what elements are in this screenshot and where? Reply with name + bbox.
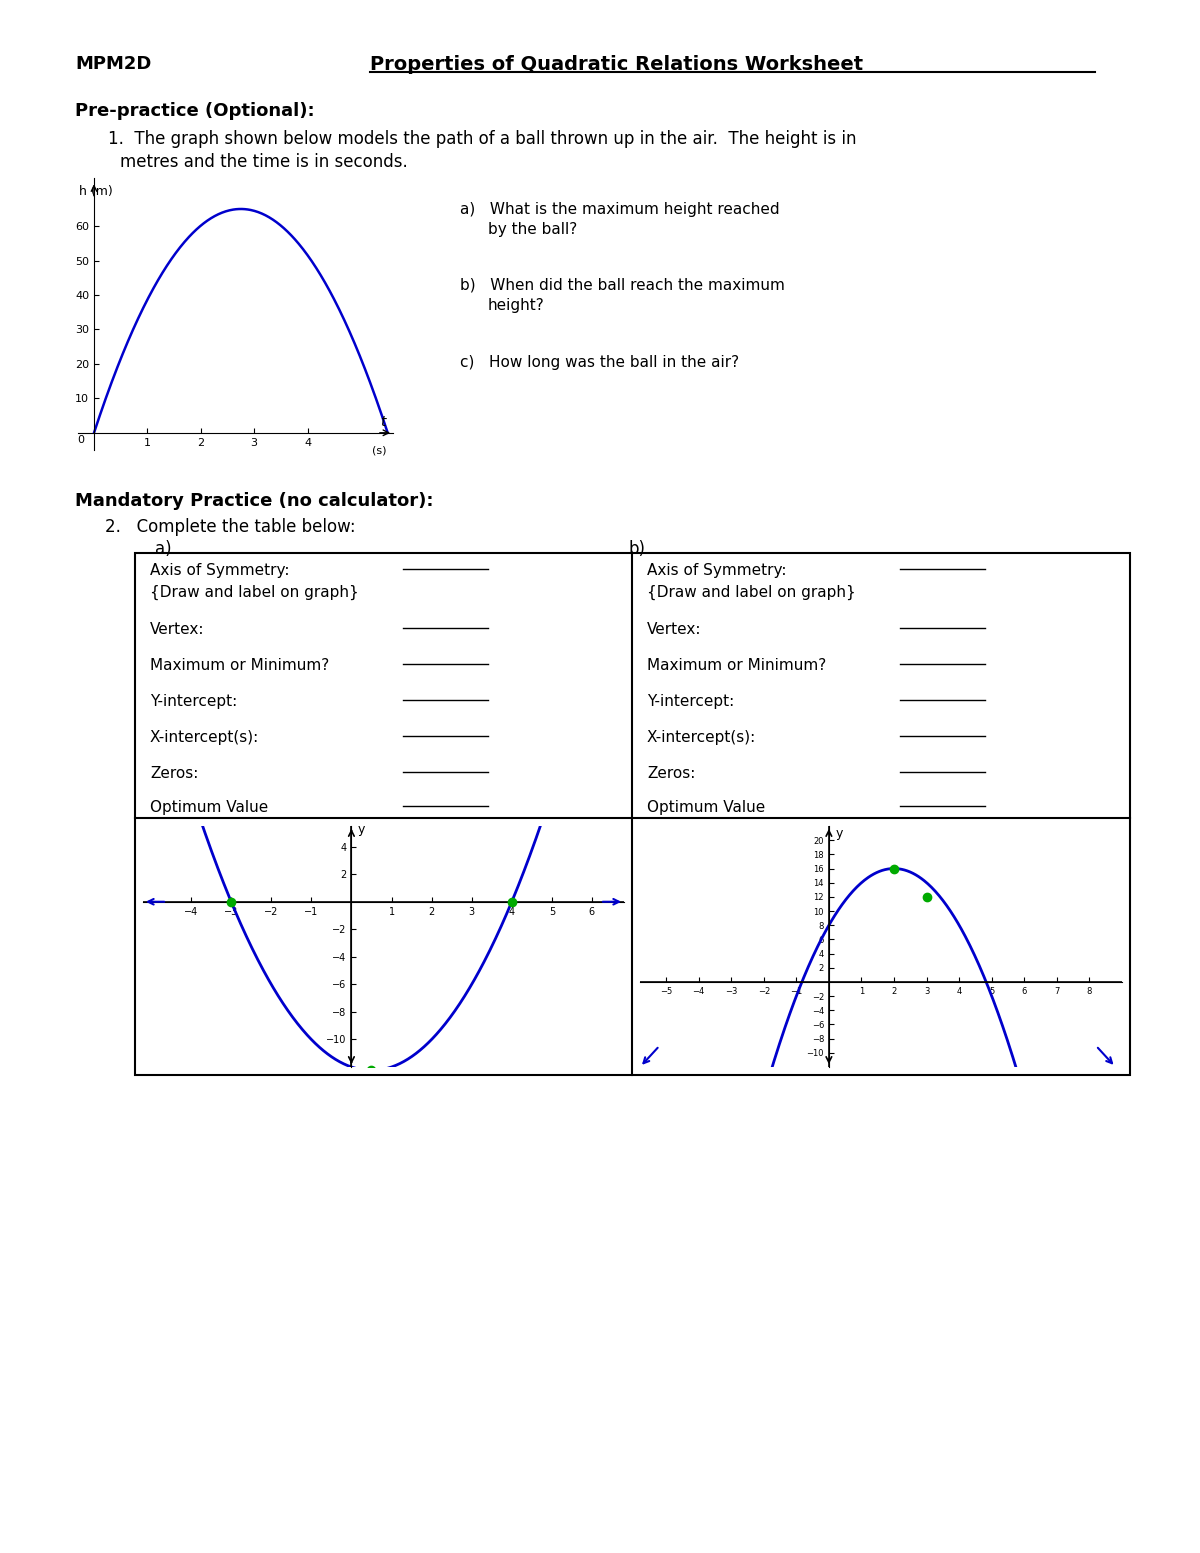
Text: y: y — [835, 826, 842, 840]
Text: X-intercept(s):: X-intercept(s): — [150, 730, 259, 745]
Text: {Draw and label on graph}: {Draw and label on graph} — [150, 585, 359, 599]
Text: MPM2D: MPM2D — [74, 54, 151, 73]
Bar — [134, 553, 1130, 1075]
Text: Optimum Value: Optimum Value — [150, 800, 269, 815]
Text: X-intercept(s):: X-intercept(s): — [647, 730, 756, 745]
Text: Zeros:: Zeros: — [647, 766, 695, 781]
Text: Properties of Quadratic Relations Worksheet: Properties of Quadratic Relations Worksh… — [370, 54, 863, 75]
Text: Maximum or Minimum?: Maximum or Minimum? — [150, 658, 329, 672]
Text: (s): (s) — [372, 446, 386, 455]
Text: {Draw and label on graph}: {Draw and label on graph} — [647, 585, 856, 599]
Text: a)   What is the maximum height reached: a) What is the maximum height reached — [460, 202, 780, 217]
Text: metres and the time is in seconds.: metres and the time is in seconds. — [120, 154, 408, 171]
Text: 2.   Complete the table below:: 2. Complete the table below: — [106, 519, 355, 536]
Text: Maximum or Minimum?: Maximum or Minimum? — [647, 658, 827, 672]
Text: Mandatory Practice (no calculator):: Mandatory Practice (no calculator): — [74, 492, 433, 509]
Text: Pre-practice (Optional):: Pre-practice (Optional): — [74, 102, 314, 120]
Text: c)   How long was the ball in the air?: c) How long was the ball in the air? — [460, 356, 739, 370]
Text: y: y — [358, 823, 365, 836]
Text: Axis of Symmetry:: Axis of Symmetry: — [647, 564, 786, 578]
Text: 1.  The graph shown below models the path of a ball thrown up in the air.  The h: 1. The graph shown below models the path… — [108, 130, 857, 148]
Text: Axis of Symmetry:: Axis of Symmetry: — [150, 564, 289, 578]
Text: height?: height? — [488, 298, 545, 314]
Text: 0: 0 — [77, 435, 84, 446]
Text: h (m): h (m) — [79, 185, 113, 199]
Text: b): b) — [628, 540, 646, 558]
Text: Vertex:: Vertex: — [647, 623, 702, 637]
Text: Y-intercept:: Y-intercept: — [647, 694, 734, 710]
Text: b)   When did the ball reach the maximum: b) When did the ball reach the maximum — [460, 278, 785, 294]
Text: a): a) — [155, 540, 172, 558]
Text: Y-intercept:: Y-intercept: — [150, 694, 238, 710]
Text: Optimum Value: Optimum Value — [647, 800, 766, 815]
Text: Vertex:: Vertex: — [150, 623, 204, 637]
Text: Zeros:: Zeros: — [150, 766, 198, 781]
Text: by the ball?: by the ball? — [488, 222, 577, 238]
Text: t: t — [379, 415, 385, 429]
